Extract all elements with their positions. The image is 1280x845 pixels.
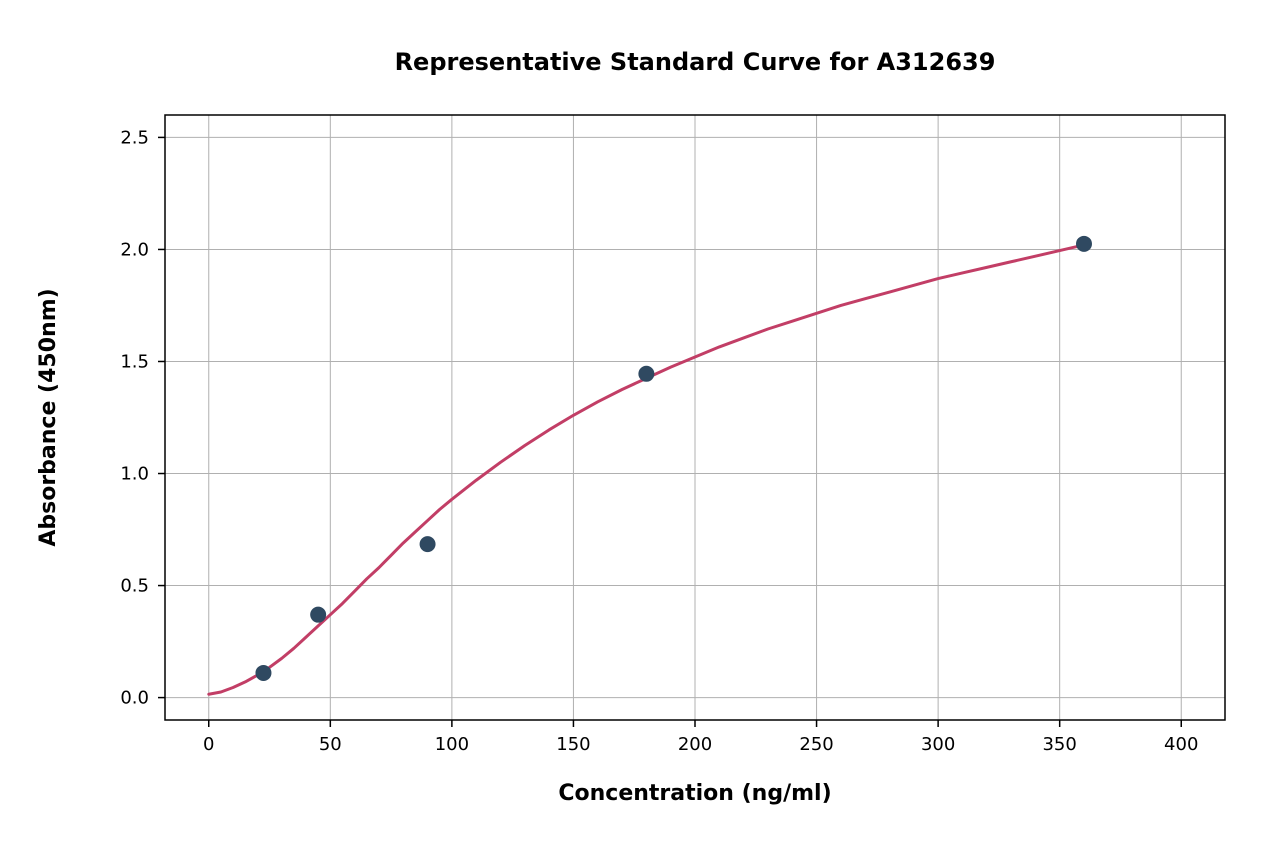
data-point-marker <box>420 537 435 552</box>
y-tick-label: 2.0 <box>120 239 149 260</box>
x-axis-label: Concentration (ng/ml) <box>558 781 831 806</box>
x-tick-label: 200 <box>678 734 712 755</box>
x-tick-label: 300 <box>921 734 955 755</box>
y-tick-label: 1.0 <box>120 464 149 485</box>
x-tick-label: 0 <box>203 734 214 755</box>
x-tick-label: 350 <box>1042 734 1076 755</box>
x-tick-label: 250 <box>799 734 833 755</box>
chart-container: 0 50 100 150 200 250 300 350 400 0.0 0.5 1.0 1.5 2.0 2… <box>0 0 1280 845</box>
data-point-marker <box>1076 236 1091 251</box>
x-tick-label: 50 <box>319 734 342 755</box>
data-point-marker <box>256 665 271 680</box>
chart-background <box>0 0 1280 845</box>
y-tick-label: 1.5 <box>120 351 149 372</box>
x-tick-label: 100 <box>435 734 469 755</box>
y-tick-label: 2.5 <box>120 127 149 148</box>
y-tick-label: 0.5 <box>120 576 149 597</box>
y-tick-label: 0.0 <box>120 688 149 709</box>
y-axis-label: Absorbance (450nm) <box>36 288 61 546</box>
data-point-marker <box>639 366 654 381</box>
data-point-marker <box>311 607 326 622</box>
x-tick-label: 400 <box>1164 734 1198 755</box>
x-tick-label: 150 <box>556 734 590 755</box>
standard-curve-chart: 0 50 100 150 200 250 300 350 400 0.0 0.5 1.0 1.5 2.0 2… <box>0 0 1280 845</box>
chart-title: Representative Standard Curve for A31263… <box>395 48 996 76</box>
